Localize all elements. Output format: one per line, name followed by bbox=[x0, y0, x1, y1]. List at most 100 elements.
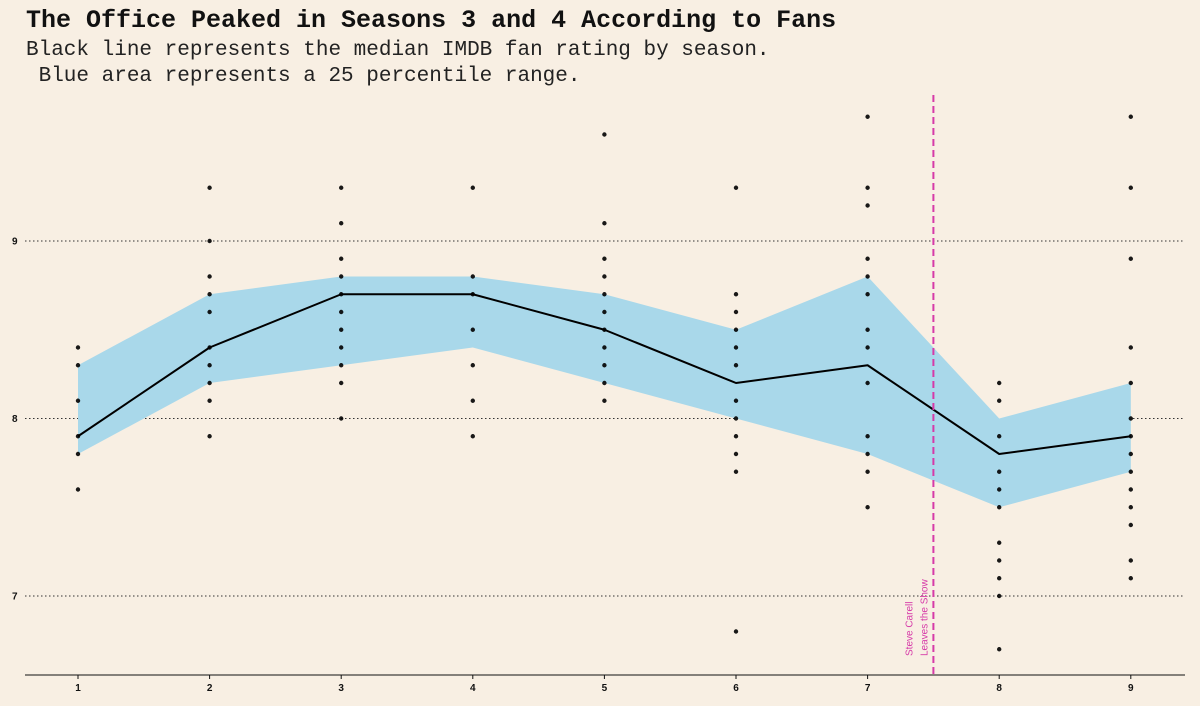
episode-point-s5-5 bbox=[602, 292, 606, 296]
episode-point-s2-7 bbox=[207, 363, 211, 367]
episode-point-s7-10 bbox=[865, 434, 869, 438]
episode-point-s6-1 bbox=[734, 186, 738, 190]
episode-point-s6-2 bbox=[734, 292, 738, 296]
episode-point-s8-5 bbox=[997, 487, 1001, 491]
episode-point-s1-6 bbox=[76, 487, 80, 491]
episode-point-s7-1 bbox=[865, 115, 869, 119]
episode-point-s9-3 bbox=[1129, 257, 1133, 261]
episode-point-s3-4 bbox=[339, 274, 343, 278]
episode-point-s9-6 bbox=[1129, 416, 1133, 420]
y-tick-label-7: 7 bbox=[12, 592, 18, 603]
episode-point-s3-3 bbox=[339, 257, 343, 261]
x-tick-label-6: 6 bbox=[733, 683, 739, 694]
episode-point-s4-1 bbox=[471, 186, 475, 190]
episode-point-s2-3 bbox=[207, 274, 211, 278]
episode-point-s6-10 bbox=[734, 452, 738, 456]
x-tick-label-9: 9 bbox=[1128, 683, 1134, 694]
x-tick-label-5: 5 bbox=[602, 683, 608, 694]
x-tick-label-4: 4 bbox=[470, 683, 476, 694]
episode-point-s9-12 bbox=[1129, 523, 1133, 527]
x-tick-label-7: 7 bbox=[865, 683, 871, 694]
episode-point-s8-1 bbox=[997, 381, 1001, 385]
episode-point-s4-6 bbox=[471, 399, 475, 403]
episode-point-s8-11 bbox=[997, 647, 1001, 651]
episode-point-s9-9 bbox=[1129, 470, 1133, 474]
episode-point-s5-9 bbox=[602, 363, 606, 367]
episode-point-s6-8 bbox=[734, 416, 738, 420]
x-tick-label-1: 1 bbox=[75, 683, 81, 694]
episode-point-s8-2 bbox=[997, 399, 1001, 403]
episode-point-s5-3 bbox=[602, 257, 606, 261]
episode-point-s6-3 bbox=[734, 310, 738, 314]
episode-point-s6-7 bbox=[734, 399, 738, 403]
episode-point-s8-4 bbox=[997, 470, 1001, 474]
episode-point-s4-4 bbox=[471, 328, 475, 332]
episode-point-s9-2 bbox=[1129, 186, 1133, 190]
annotation-label-line-1: Steve Carell bbox=[904, 602, 915, 656]
episode-point-s7-9 bbox=[865, 381, 869, 385]
episode-point-s9-1 bbox=[1129, 115, 1133, 119]
episode-point-s9-4 bbox=[1129, 345, 1133, 349]
episode-point-s4-7 bbox=[471, 434, 475, 438]
episode-point-s3-7 bbox=[339, 328, 343, 332]
episode-point-s5-11 bbox=[602, 399, 606, 403]
episode-point-s1-1 bbox=[76, 345, 80, 349]
episode-point-s2-9 bbox=[207, 399, 211, 403]
episode-point-s9-13 bbox=[1129, 558, 1133, 562]
episode-point-s7-3 bbox=[865, 203, 869, 207]
episode-point-s9-5 bbox=[1129, 381, 1133, 385]
episode-point-s7-4 bbox=[865, 257, 869, 261]
episode-point-s7-6 bbox=[865, 292, 869, 296]
episode-point-s3-9 bbox=[339, 363, 343, 367]
episode-point-s2-1 bbox=[207, 186, 211, 190]
episode-point-s8-10 bbox=[997, 594, 1001, 598]
episode-point-s5-4 bbox=[602, 274, 606, 278]
episode-point-s3-8 bbox=[339, 345, 343, 349]
episode-point-s8-6 bbox=[997, 505, 1001, 509]
episode-point-s2-10 bbox=[207, 434, 211, 438]
episode-point-s8-9 bbox=[997, 576, 1001, 580]
episode-point-s9-8 bbox=[1129, 452, 1133, 456]
episode-point-s8-3 bbox=[997, 434, 1001, 438]
episode-point-s5-10 bbox=[602, 381, 606, 385]
episode-point-s7-7 bbox=[865, 328, 869, 332]
episode-point-s3-10 bbox=[339, 381, 343, 385]
episode-point-s5-8 bbox=[602, 345, 606, 349]
episode-point-s7-8 bbox=[865, 345, 869, 349]
episode-point-s5-6 bbox=[602, 310, 606, 314]
episode-point-s6-12 bbox=[734, 629, 738, 633]
episode-point-s2-4 bbox=[207, 292, 211, 296]
episode-point-s6-4 bbox=[734, 328, 738, 332]
episode-point-s4-2 bbox=[471, 274, 475, 278]
episode-point-s7-5 bbox=[865, 274, 869, 278]
episode-point-s3-1 bbox=[339, 186, 343, 190]
episode-point-s5-1 bbox=[602, 132, 606, 136]
episode-point-s9-14 bbox=[1129, 576, 1133, 580]
episode-point-s6-5 bbox=[734, 345, 738, 349]
x-tick-label-8: 8 bbox=[996, 683, 1002, 694]
episode-point-s7-11 bbox=[865, 452, 869, 456]
episode-point-s1-2 bbox=[76, 363, 80, 367]
x-tick-label-3: 3 bbox=[338, 683, 344, 694]
episode-point-s2-5 bbox=[207, 310, 211, 314]
y-tick-label-8: 8 bbox=[12, 414, 18, 425]
episode-point-s1-3 bbox=[76, 399, 80, 403]
episode-point-s8-8 bbox=[997, 558, 1001, 562]
episode-point-s1-5 bbox=[76, 452, 80, 456]
episode-point-s7-13 bbox=[865, 505, 869, 509]
episode-point-s3-2 bbox=[339, 221, 343, 225]
episode-point-s7-12 bbox=[865, 470, 869, 474]
x-tick-label-2: 2 bbox=[207, 683, 213, 694]
episode-point-s2-8 bbox=[207, 381, 211, 385]
episode-point-s8-7 bbox=[997, 541, 1001, 545]
episode-point-s6-9 bbox=[734, 434, 738, 438]
episode-point-s9-10 bbox=[1129, 487, 1133, 491]
episode-point-s3-6 bbox=[339, 310, 343, 314]
episode-point-s6-6 bbox=[734, 363, 738, 367]
episode-point-s3-11 bbox=[339, 416, 343, 420]
y-tick-label-9: 9 bbox=[12, 237, 18, 248]
episode-points-layer bbox=[76, 115, 1133, 652]
episode-point-s6-11 bbox=[734, 470, 738, 474]
episode-point-s5-2 bbox=[602, 221, 606, 225]
